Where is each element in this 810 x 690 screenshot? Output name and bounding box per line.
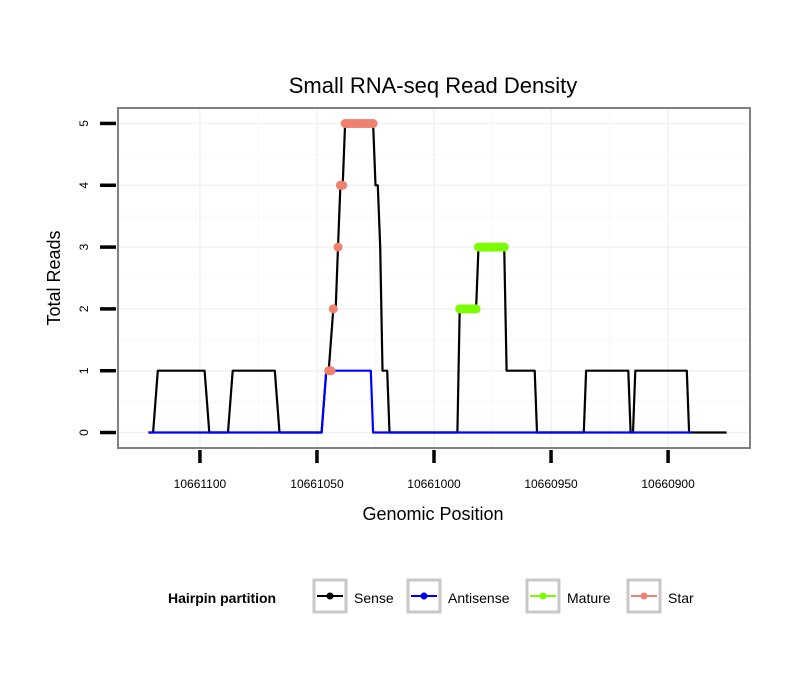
y-tick-label: 5 <box>77 120 91 127</box>
x-axis: 10661100 10661050 10661000 10660950 10660900 <box>174 450 695 491</box>
x-tick-label: 10661100 <box>174 477 227 491</box>
y-tick-label: 2 <box>77 305 91 312</box>
y-tick-label: 3 <box>77 243 91 250</box>
data-point-star <box>338 180 348 190</box>
series-mature <box>455 242 509 314</box>
data-point-mature <box>499 242 509 252</box>
series-star <box>324 119 378 376</box>
data-point-star <box>368 119 378 128</box>
legend-entry-mature: Mature <box>525 578 611 614</box>
legend-key-sense-point <box>326 592 334 600</box>
y-axis: 0 1 2 3 4 5 <box>77 120 116 436</box>
legend-label-antisense: Antisense <box>448 590 510 606</box>
legend-entry-antisense: Antisense <box>406 578 510 614</box>
x-tick-label: 10661000 <box>407 477 461 491</box>
legend-title: Hairpin partition <box>168 590 276 606</box>
legend: Hairpin partition Sense Antisense Mature… <box>168 578 694 614</box>
y-tick-label: 1 <box>77 367 91 374</box>
data-point-star <box>333 242 343 252</box>
legend-entry-star: Star <box>626 578 694 614</box>
legend-label-sense: Sense <box>354 590 394 606</box>
legend-entry-sense: Sense <box>312 578 394 614</box>
y-tick-label: 4 <box>77 182 91 189</box>
gridlines <box>118 108 750 448</box>
plot-panel <box>117 107 751 449</box>
legend-key-antisense-point <box>420 592 428 600</box>
data-point-mature <box>471 304 481 314</box>
x-tick-label: 10660950 <box>524 477 578 491</box>
data-point-star <box>326 366 336 376</box>
data-point-star <box>328 304 338 314</box>
y-tick-label: 0 <box>77 429 91 436</box>
x-axis-title: Genomic Position <box>362 504 503 524</box>
series-layer <box>148 119 727 434</box>
series-line-sense <box>148 122 727 434</box>
legend-key-star-point <box>640 592 648 600</box>
y-axis-title: Total Reads <box>44 230 64 325</box>
x-tick-label: 10660900 <box>641 477 695 491</box>
chart-title: Small RNA-seq Read Density <box>289 73 578 98</box>
series-antisense <box>148 369 692 434</box>
legend-key-mature-point <box>539 592 547 600</box>
series-line-antisense <box>148 369 692 434</box>
legend-label-star: Star <box>668 590 694 606</box>
series-sense <box>148 122 727 434</box>
legend-label-mature: Mature <box>567 590 611 606</box>
x-tick-label: 10661050 <box>290 477 344 491</box>
panel-border <box>117 107 751 449</box>
